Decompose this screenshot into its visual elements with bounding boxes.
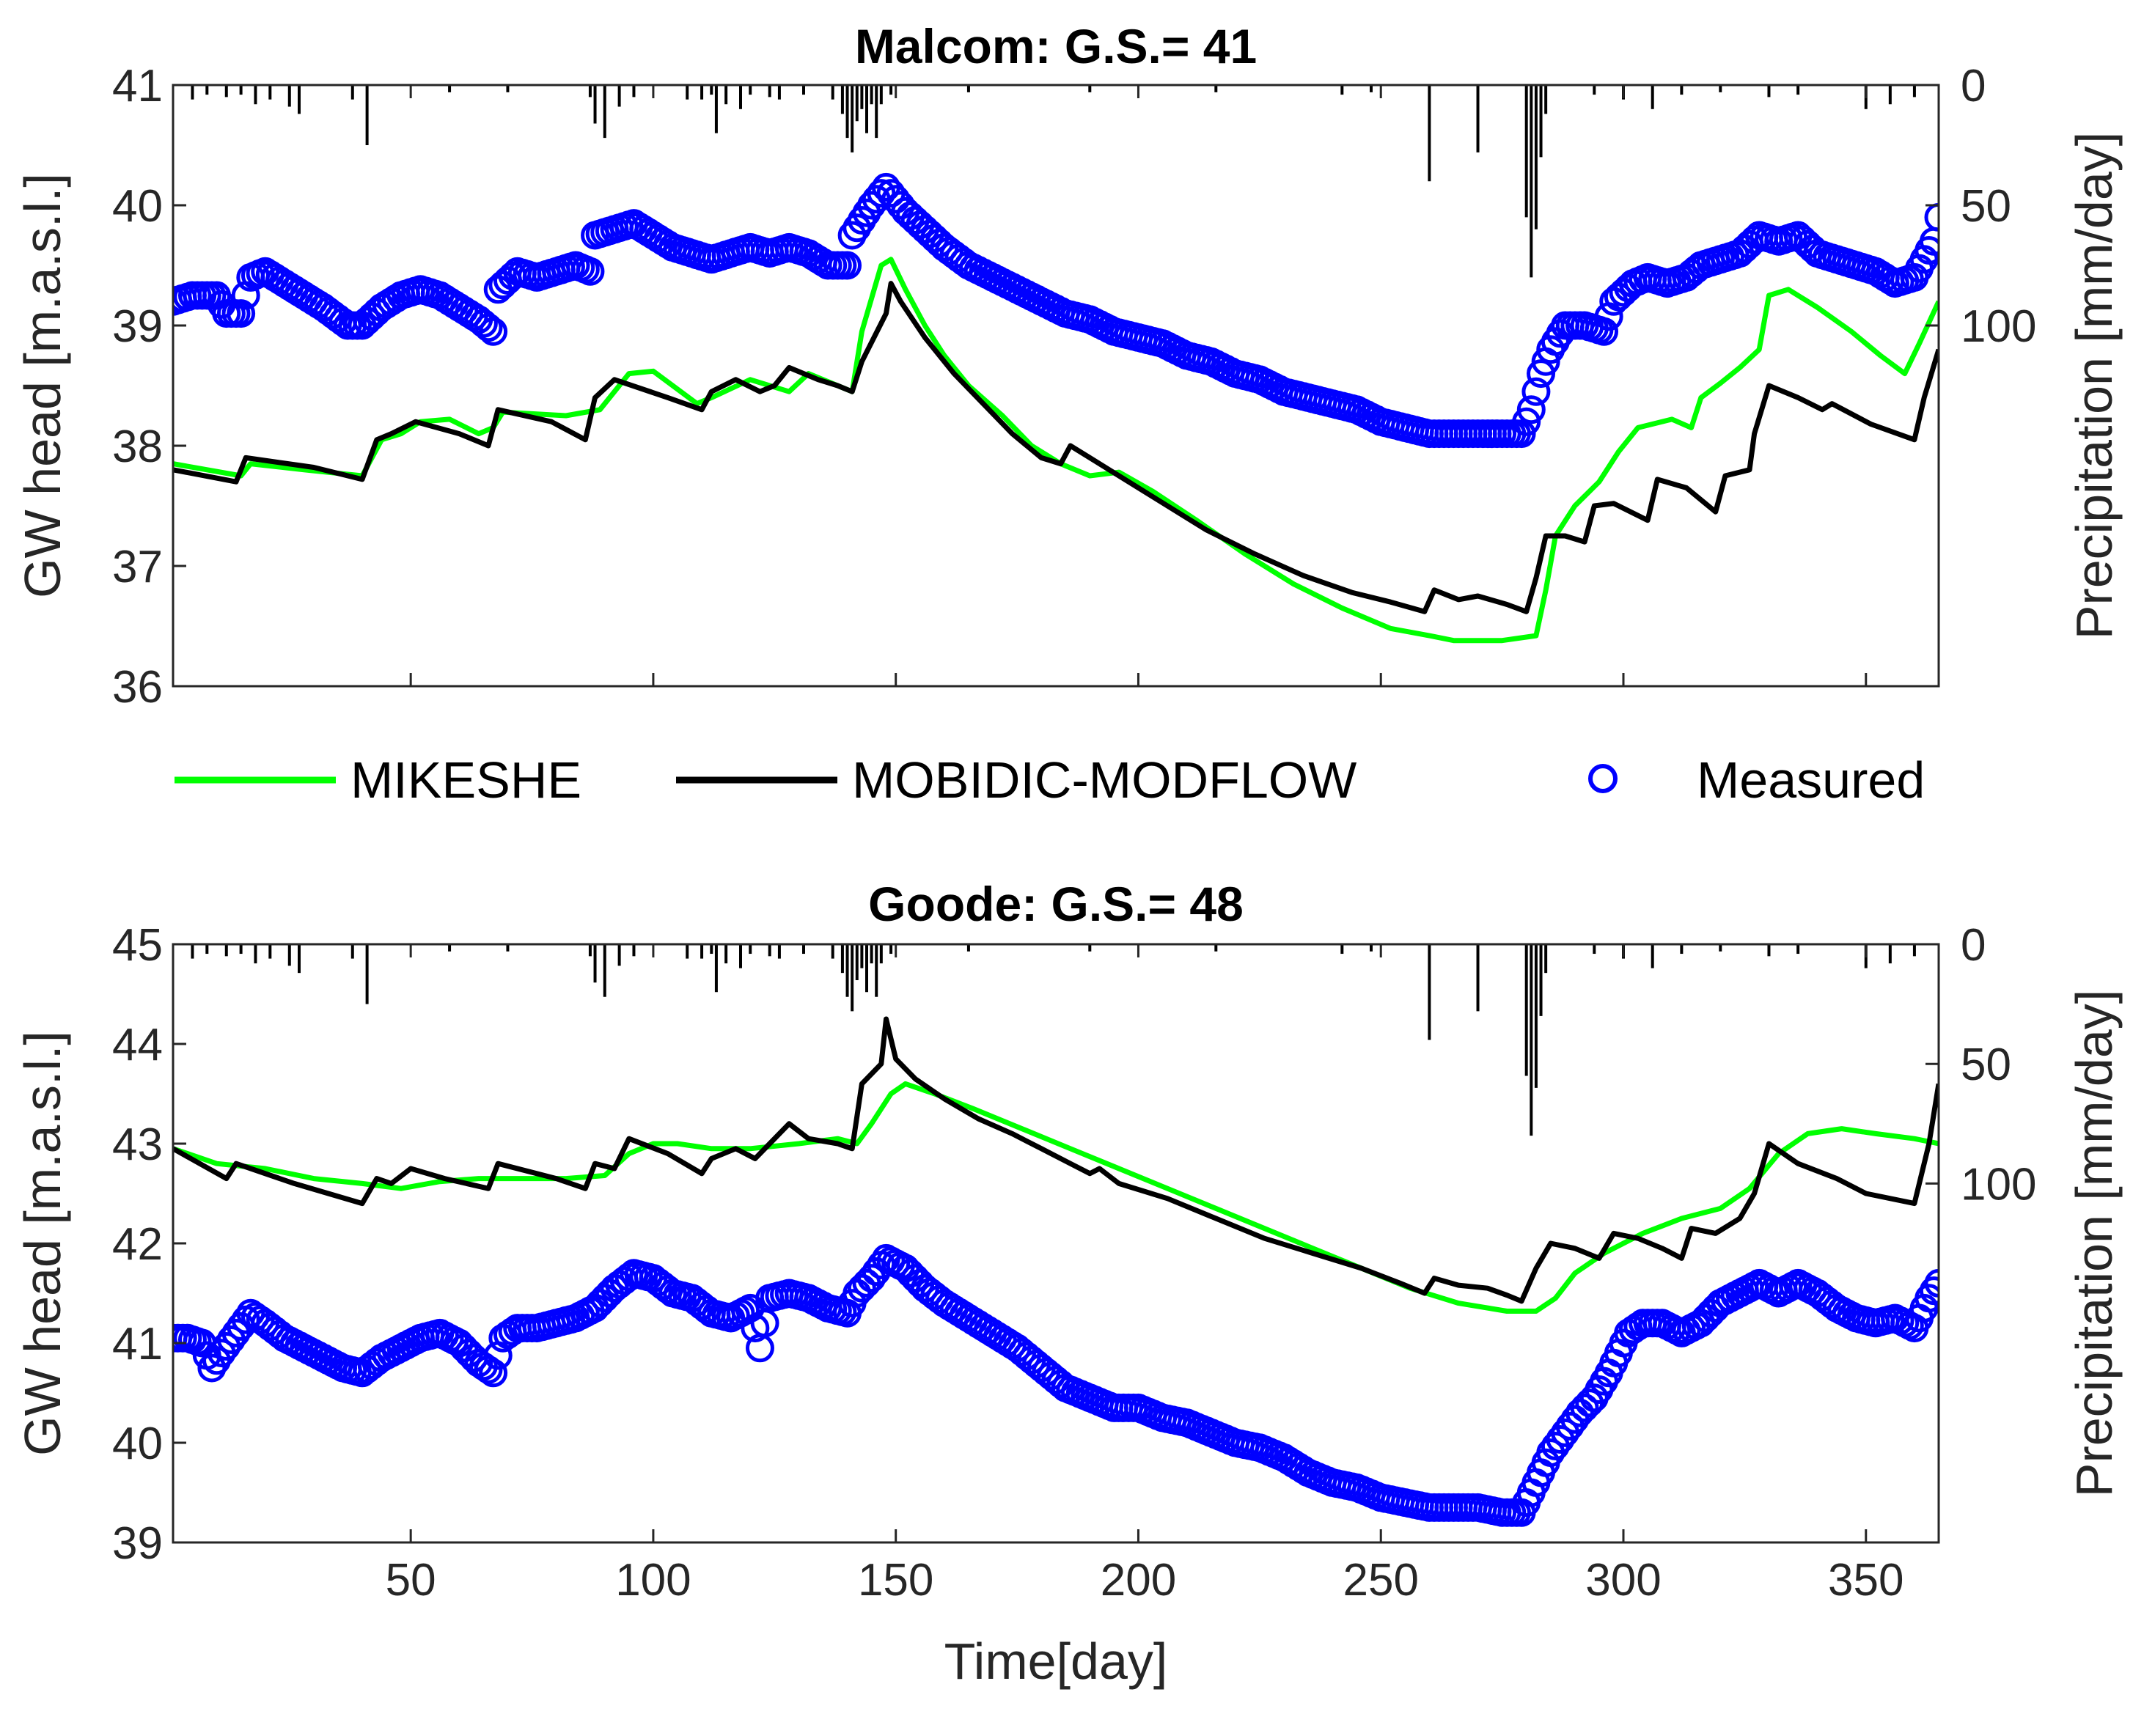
x-tick-label-300: 300 <box>1585 1555 1661 1606</box>
plot-area <box>173 85 1939 686</box>
series-mikeshe <box>173 1081 1939 1314</box>
x-axis-title: Time[day] <box>944 1633 1168 1690</box>
x-tick-label-100: 100 <box>615 1555 691 1606</box>
legend: MIKESHE MOBIDIC-MODFLOW Measured <box>175 751 1925 809</box>
measured-point <box>1924 202 1939 232</box>
y2-tick-label-50: 50 <box>1961 181 2011 232</box>
y-tick-label-40: 40 <box>112 181 163 232</box>
series-measured <box>173 172 1939 449</box>
measured-point <box>474 313 503 342</box>
measured-point <box>891 1254 920 1283</box>
y-tick-label-44: 44 <box>112 1020 163 1070</box>
y-axis-title: GW head [m.a.s.l.] <box>14 173 71 598</box>
line-mobidic-modflow <box>173 1016 1939 1304</box>
axes-frame <box>172 84 1940 688</box>
measured-point <box>1521 377 1551 406</box>
measured-point <box>842 1279 872 1308</box>
measured-point <box>1686 1309 1716 1338</box>
plot-area <box>173 944 1939 1542</box>
y-tick-label-42: 42 <box>112 1219 163 1270</box>
legend-measured-marker <box>1588 764 1618 793</box>
y-tick-label-45: 45 <box>112 920 163 971</box>
y2-tick-label-100: 100 <box>1961 301 2036 352</box>
series-measured <box>173 1243 1939 1527</box>
measured-point <box>479 1358 508 1388</box>
measured-point <box>1914 236 1939 265</box>
precipitation-bars <box>191 85 1916 278</box>
measured-point <box>1570 1393 1599 1422</box>
y-tick-label-41: 41 <box>112 1319 163 1369</box>
line-mikeshe <box>173 1081 1939 1314</box>
chart-malcom: Malcom: G.S.= 41 36 37 38 39 40 41 0 50 100 GW hea… <box>14 19 2123 713</box>
series-mobidic-modflow <box>173 281 1939 614</box>
measured-point <box>479 317 508 346</box>
measured-point <box>581 1293 610 1323</box>
series-mobidic-modflow <box>173 1016 1939 1304</box>
precipitation-bars <box>191 944 1916 1136</box>
measured-point <box>847 1273 876 1303</box>
measured-point <box>1516 395 1546 424</box>
x-tick-label-50: 50 <box>386 1555 436 1606</box>
measured-point <box>227 299 256 328</box>
x-tick-label-350: 350 <box>1828 1555 1903 1606</box>
legend-measured-label: Measured <box>1697 751 1925 809</box>
measured-point <box>896 1259 925 1288</box>
y-tick-label-36: 36 <box>112 662 163 713</box>
line-mobidic-modflow <box>173 281 1939 614</box>
y-tick-label-40: 40 <box>112 1419 163 1469</box>
y2-tick-label-50: 50 <box>1961 1040 2011 1090</box>
y2-axis-title: Precipitation [mm/day] <box>2066 132 2123 639</box>
measured-point <box>576 257 605 286</box>
y-tick-label-41: 41 <box>112 61 163 111</box>
measured-point <box>1565 1398 1594 1427</box>
y-tick-label-39: 39 <box>112 301 163 352</box>
x-tick-label-200: 200 <box>1101 1555 1176 1606</box>
x-tick-label-250: 250 <box>1343 1555 1419 1606</box>
y-axis-title: GW head [m.a.s.l.] <box>14 1031 71 1456</box>
legend-mikeshe-label: MIKESHE <box>350 751 581 809</box>
measured-point <box>1924 1268 1939 1298</box>
y2-tick-label-0: 0 <box>1961 920 1986 971</box>
x-tick-label-150: 150 <box>858 1555 933 1606</box>
measured-point <box>474 1355 503 1384</box>
measured-point <box>585 1289 614 1318</box>
measured-point <box>1590 317 1619 346</box>
y2-tick-label-0: 0 <box>1961 61 1986 111</box>
measured-point <box>1691 1303 1720 1333</box>
measured-point <box>444 1328 474 1358</box>
measured-point <box>449 1334 479 1363</box>
y2-axis-title: Precipitation [mm/day] <box>2066 990 2123 1497</box>
y-tick-label-38: 38 <box>112 422 163 472</box>
chart-title: Malcom: G.S.= 41 <box>855 19 1257 73</box>
y-tick-label-37: 37 <box>112 542 163 592</box>
y2-tick-label-100: 100 <box>1961 1159 2036 1210</box>
chart-goode: Goode: G.S.= 48 50 100 150 200 250 300 350 39 40 4… <box>14 877 2123 1690</box>
legend-mobidic-label: MOBIDIC-MODFLOW <box>852 751 1356 809</box>
y-tick-label-43: 43 <box>112 1119 163 1170</box>
measured-point <box>1919 1276 1939 1306</box>
chart-title: Goode: G.S.= 48 <box>868 877 1244 931</box>
measured-point <box>833 251 862 280</box>
y-tick-label-39: 39 <box>112 1518 163 1569</box>
measured-point <box>1914 1284 1939 1313</box>
